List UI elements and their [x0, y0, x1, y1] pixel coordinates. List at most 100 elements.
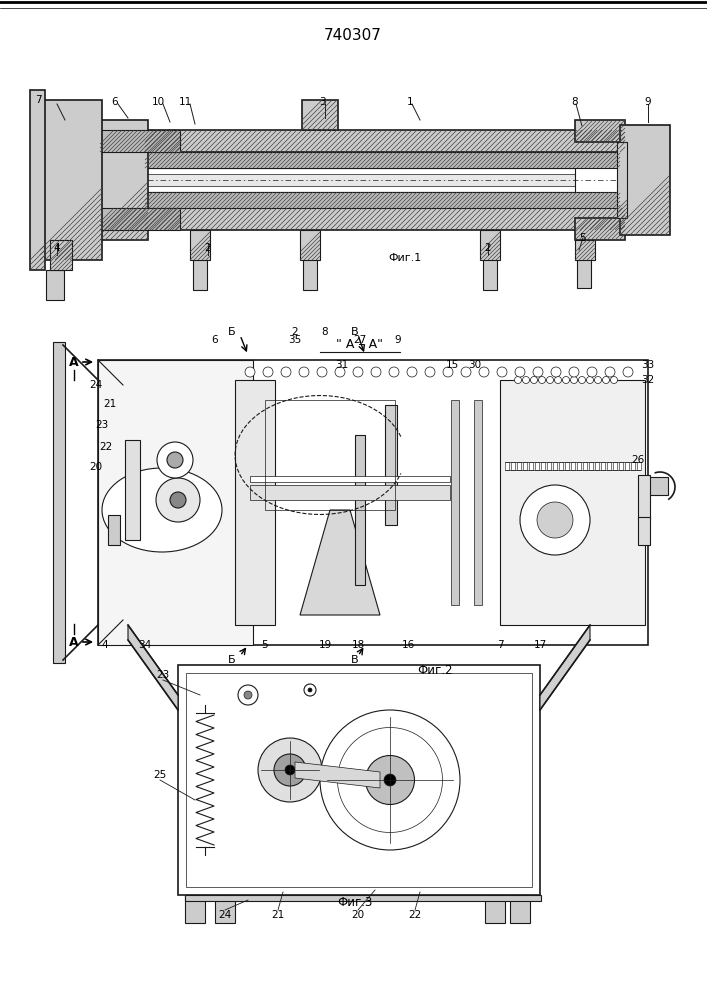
Circle shape [371, 367, 381, 377]
Bar [607, 462, 611, 470]
Circle shape [353, 367, 363, 377]
Circle shape [389, 367, 399, 377]
Bar [485, 895, 505, 923]
Text: Б: Б [228, 327, 236, 337]
Circle shape [425, 367, 435, 377]
Bar [250, 476, 450, 482]
Bar [98, 360, 648, 645]
Bar [46, 270, 64, 300]
Circle shape [554, 376, 561, 383]
Bar [483, 258, 497, 290]
Bar [589, 462, 593, 470]
Text: 16: 16 [402, 640, 414, 650]
Text: 2: 2 [205, 243, 211, 253]
Polygon shape [300, 510, 380, 615]
Text: 25: 25 [153, 770, 167, 780]
Bar [355, 435, 365, 585]
Text: 3: 3 [319, 97, 325, 107]
Text: 18: 18 [351, 640, 365, 650]
Bar [575, 142, 625, 218]
Polygon shape [540, 625, 590, 710]
Bar [643, 477, 668, 495]
Bar [100, 120, 148, 240]
Bar [505, 462, 509, 470]
Circle shape [522, 376, 530, 383]
Circle shape [274, 754, 306, 786]
Text: 6: 6 [211, 335, 218, 345]
Bar [638, 517, 650, 545]
Bar [265, 400, 395, 510]
Text: A: A [69, 356, 78, 368]
Bar [523, 462, 527, 470]
Bar [565, 462, 569, 470]
Text: 30: 30 [469, 360, 481, 370]
Bar [547, 462, 551, 470]
Text: 20: 20 [90, 462, 103, 472]
Bar [631, 462, 635, 470]
Text: 22: 22 [409, 910, 421, 920]
Circle shape [170, 492, 186, 508]
Bar [451, 400, 459, 605]
Circle shape [244, 691, 252, 699]
Circle shape [285, 765, 295, 775]
Circle shape [299, 367, 309, 377]
Text: 26: 26 [631, 455, 645, 465]
Text: 6: 6 [112, 97, 118, 107]
Text: 8: 8 [572, 97, 578, 107]
Bar [637, 462, 641, 470]
Text: 32: 32 [641, 375, 655, 385]
Bar [42, 145, 100, 215]
Bar [559, 462, 563, 470]
Bar [53, 342, 65, 663]
Circle shape [167, 452, 183, 468]
Text: 17: 17 [533, 640, 547, 650]
Circle shape [533, 367, 543, 377]
Bar [145, 152, 620, 168]
Text: 27: 27 [354, 335, 367, 345]
Text: 7: 7 [35, 95, 41, 105]
Bar [511, 462, 515, 470]
Text: Фиг.3: Фиг.3 [337, 896, 373, 908]
Bar [50, 240, 72, 270]
Bar [625, 462, 629, 470]
Circle shape [569, 367, 579, 377]
Text: 24: 24 [89, 380, 103, 390]
Circle shape [245, 367, 255, 377]
Circle shape [578, 376, 585, 383]
Circle shape [281, 367, 291, 377]
Text: 21: 21 [103, 399, 117, 409]
Text: 4: 4 [102, 640, 108, 650]
Bar [474, 400, 482, 605]
Circle shape [587, 367, 597, 377]
Bar [500, 380, 645, 625]
Circle shape [384, 774, 396, 786]
Circle shape [335, 367, 345, 377]
Text: 2: 2 [292, 327, 298, 337]
Bar [575, 240, 595, 260]
Bar [553, 462, 557, 470]
Bar [638, 475, 650, 520]
Bar [186, 673, 532, 887]
Bar [620, 125, 670, 235]
Bar [577, 258, 591, 288]
Circle shape [461, 367, 471, 377]
Bar [193, 258, 207, 290]
Text: " A – A": " A – A" [337, 338, 383, 352]
Bar [40, 100, 102, 260]
Bar [529, 462, 533, 470]
Circle shape [443, 367, 453, 377]
Text: 33: 33 [641, 360, 655, 370]
Text: 1: 1 [407, 97, 414, 107]
Circle shape [337, 728, 443, 832]
Bar [300, 230, 320, 260]
Circle shape [304, 684, 316, 696]
Text: 31: 31 [335, 360, 349, 370]
Circle shape [238, 685, 258, 705]
Circle shape [537, 502, 573, 538]
Bar [571, 462, 575, 470]
Bar [235, 380, 275, 625]
Circle shape [587, 376, 593, 383]
Bar [535, 462, 539, 470]
Bar [102, 152, 146, 208]
Bar [108, 515, 120, 545]
